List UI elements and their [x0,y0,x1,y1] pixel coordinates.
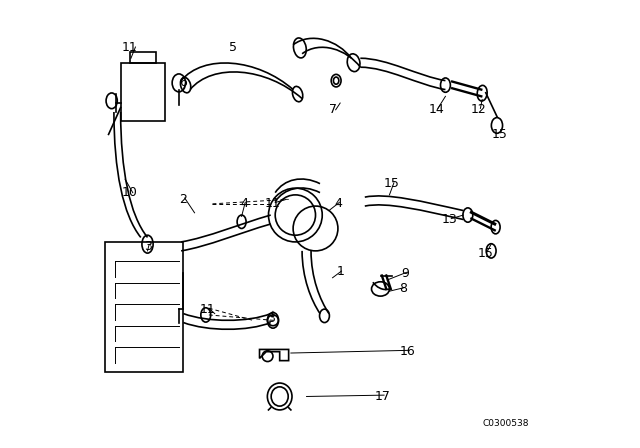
Text: 8: 8 [399,282,407,296]
Text: 13: 13 [442,213,458,226]
Text: 7: 7 [330,103,337,116]
Text: 4: 4 [334,197,342,211]
Text: 15: 15 [478,246,493,260]
Text: 12: 12 [471,103,487,116]
Text: 11: 11 [200,302,216,316]
Text: 11: 11 [122,40,138,54]
Bar [121,63,166,121]
Text: 16: 16 [399,345,415,358]
Text: 3: 3 [143,240,152,253]
Text: 2: 2 [179,193,188,206]
Text: 4: 4 [240,197,248,211]
Text: 1: 1 [336,264,344,278]
Text: 6: 6 [179,76,188,90]
Text: 15: 15 [384,177,399,190]
Text: 3: 3 [267,311,275,325]
Text: 10: 10 [122,186,138,199]
Text: 9: 9 [401,267,409,280]
Bar [105,242,184,372]
Text: 15: 15 [492,128,507,141]
Text: 14: 14 [429,103,444,116]
Bar [130,52,157,63]
Text: 17: 17 [375,390,390,403]
Text: 11: 11 [265,197,281,211]
Text: C0300538: C0300538 [483,419,529,428]
Text: 5: 5 [228,40,237,54]
